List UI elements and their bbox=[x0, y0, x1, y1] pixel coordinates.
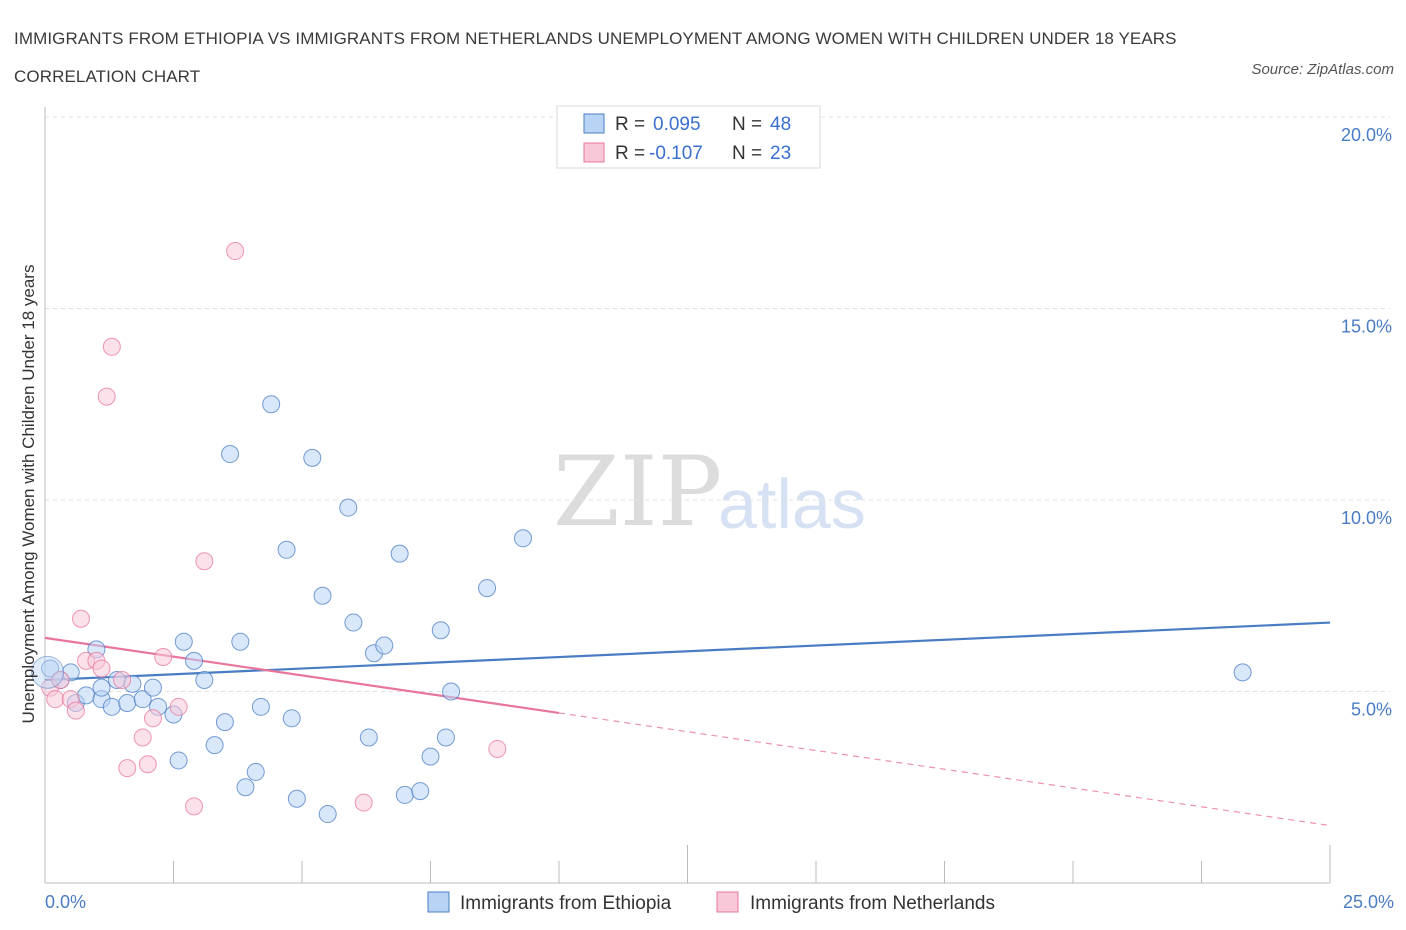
bottom-legend: Immigrants from Ethiopia Immigrants from… bbox=[427, 891, 995, 914]
x-tick-label: 0.0% bbox=[45, 892, 86, 912]
axes bbox=[44, 107, 1331, 884]
point-ethiopia bbox=[282, 709, 301, 728]
point-ethiopia bbox=[118, 693, 137, 712]
legend-swatch-netherlands bbox=[716, 891, 739, 913]
point-ethiopia bbox=[313, 586, 332, 605]
point-netherlands bbox=[185, 797, 204, 816]
y-tick-label: 5.0% bbox=[1351, 700, 1392, 720]
point-ethiopia bbox=[277, 540, 296, 559]
legend-label-netherlands: Immigrants from Netherlands bbox=[750, 893, 995, 914]
point-ethiopia-cluster bbox=[31, 655, 65, 689]
point-ethiopia bbox=[478, 579, 497, 598]
point-ethiopia bbox=[339, 498, 358, 517]
point-netherlands bbox=[488, 739, 507, 758]
point-ethiopia bbox=[143, 678, 162, 697]
point-ethiopia bbox=[205, 736, 224, 755]
stats-r-label: R = bbox=[615, 143, 645, 164]
stats-swatch-netherlands bbox=[583, 142, 605, 163]
point-netherlands bbox=[133, 728, 152, 747]
point-netherlands bbox=[97, 387, 116, 406]
y-axis-label: Unemployment Among Women with Children U… bbox=[19, 265, 38, 724]
point-ethiopia bbox=[102, 697, 121, 716]
trend-netherlands-dashed bbox=[558, 712, 1331, 827]
stats-n-label: N = bbox=[732, 143, 762, 164]
point-ethiopia bbox=[133, 690, 152, 709]
point-ethiopia bbox=[431, 621, 450, 640]
point-netherlands bbox=[46, 690, 65, 709]
point-ethiopia bbox=[41, 659, 60, 678]
point-netherlands bbox=[92, 659, 111, 678]
point-netherlands bbox=[118, 759, 137, 778]
point-ethiopia bbox=[318, 805, 337, 824]
point-netherlands bbox=[138, 755, 157, 774]
point-ethiopia bbox=[215, 713, 234, 732]
stats-n-value: 48 bbox=[770, 114, 791, 135]
trend-lines bbox=[44, 621, 1331, 827]
chart-title: IMMIGRANTS FROM ETHIOPIA VS IMMIGRANTS F… bbox=[14, 29, 1177, 86]
watermark-atlas: atlas bbox=[718, 465, 866, 543]
stats-n-label: N = bbox=[732, 114, 762, 135]
point-ethiopia bbox=[195, 671, 214, 690]
trend-netherlands bbox=[44, 636, 560, 715]
stats-r-value: 0.095 bbox=[653, 114, 701, 135]
point-ethiopia bbox=[359, 728, 378, 747]
stats-swatch-ethiopia bbox=[583, 113, 605, 134]
point-ethiopia bbox=[251, 697, 270, 716]
point-ethiopia bbox=[236, 778, 255, 797]
point-ethiopia bbox=[344, 613, 363, 632]
point-netherlands bbox=[169, 697, 188, 716]
point-ethiopia bbox=[185, 651, 204, 670]
y-tick-label: 20.0% bbox=[1341, 125, 1392, 145]
point-ethiopia bbox=[395, 785, 414, 804]
point-netherlands bbox=[51, 671, 70, 690]
point-ethiopia bbox=[390, 544, 409, 563]
point-ethiopia bbox=[221, 445, 240, 464]
point-ethiopia bbox=[1233, 663, 1252, 682]
point-netherlands bbox=[66, 701, 85, 720]
point-ethiopia bbox=[411, 782, 430, 801]
grid-lines bbox=[45, 116, 1390, 692]
point-ethiopia bbox=[174, 632, 193, 651]
point-ethiopia bbox=[92, 678, 111, 697]
point-netherlands bbox=[354, 793, 373, 812]
point-ethiopia bbox=[421, 747, 440, 766]
point-ethiopia bbox=[262, 395, 281, 414]
source-credit: Source: ZipAtlas.com bbox=[1251, 61, 1394, 78]
point-netherlands bbox=[226, 242, 245, 261]
stats-n-value: 23 bbox=[770, 143, 791, 164]
legend-swatch-ethiopia bbox=[427, 891, 450, 913]
trend-ethiopia bbox=[44, 621, 1331, 682]
y-tick-label: 15.0% bbox=[1341, 317, 1392, 337]
point-ethiopia bbox=[303, 448, 322, 467]
point-ethiopia bbox=[442, 682, 461, 701]
point-ethiopia bbox=[375, 636, 394, 655]
point-netherlands bbox=[154, 648, 173, 667]
point-netherlands bbox=[195, 552, 214, 571]
x-tick-label: 25.0% bbox=[1343, 892, 1394, 912]
point-ethiopia bbox=[231, 632, 250, 651]
point-ethiopia bbox=[436, 728, 455, 747]
point-ethiopia bbox=[514, 529, 533, 548]
point-ethiopia bbox=[169, 751, 188, 770]
point-ethiopia bbox=[246, 762, 265, 781]
point-netherlands bbox=[71, 609, 90, 628]
data-points bbox=[31, 242, 1252, 824]
stats-r-value: -0.107 bbox=[649, 143, 703, 164]
y-tick-label: 10.0% bbox=[1341, 508, 1392, 528]
point-ethiopia bbox=[287, 789, 306, 808]
point-netherlands bbox=[102, 337, 121, 356]
watermark-zip: ZIP bbox=[553, 436, 722, 548]
stats-r-label: R = bbox=[615, 114, 645, 135]
tick-labels: 5.0% 10.0% 15.0% 20.0% 0.0% 25.0% bbox=[45, 125, 1394, 912]
point-ethiopia bbox=[77, 686, 96, 705]
point-netherlands bbox=[113, 671, 132, 690]
point-netherlands bbox=[143, 709, 162, 728]
legend-label-ethiopia: Immigrants from Ethiopia bbox=[460, 893, 672, 914]
stats-legend: R = 0.095 N = 48 R = -0.107 N = 23 bbox=[556, 105, 821, 169]
